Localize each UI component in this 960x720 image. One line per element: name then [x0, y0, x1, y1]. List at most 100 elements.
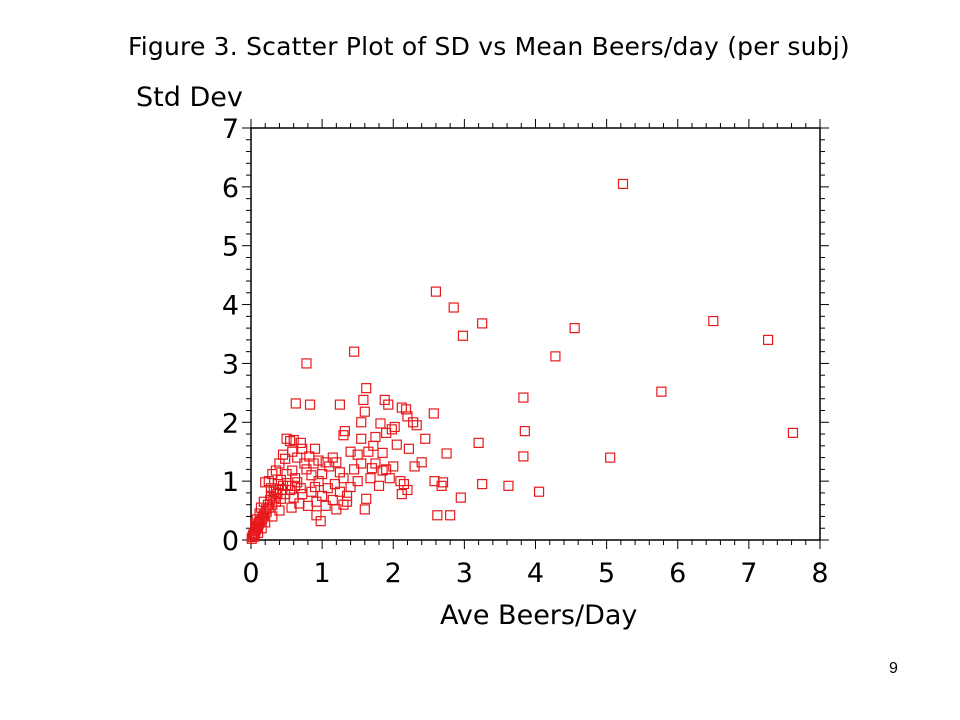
- scatter-point: [294, 498, 305, 509]
- scatter-point: [708, 315, 719, 327]
- y-tick-label: 2: [222, 408, 239, 439]
- scatter-point: [361, 493, 372, 504]
- scatter-point: [477, 478, 488, 490]
- scatter-point: [290, 398, 301, 409]
- scatter-point: [441, 448, 452, 459]
- scatter-point: [349, 346, 360, 357]
- scatter-point: [389, 421, 400, 433]
- scatter-point: [309, 481, 321, 493]
- scatter-point: [287, 446, 298, 457]
- scatter-point: [295, 437, 306, 448]
- y-tick-label: 7: [222, 114, 239, 145]
- scatter-point: [285, 436, 296, 447]
- plot-frame: [250, 127, 821, 541]
- scatter-point: [617, 178, 629, 190]
- x-tick-label: 0: [242, 558, 259, 589]
- scatter-point: [477, 318, 488, 329]
- scatter-point: [411, 420, 422, 431]
- scatter-point: [289, 480, 301, 491]
- scatter-point: [317, 490, 328, 501]
- y-tick-label: 6: [222, 173, 239, 204]
- scatter-point: [274, 458, 285, 469]
- scatter-point: [358, 394, 369, 406]
- scatter-point: [302, 500, 313, 511]
- y-tick-label: 3: [222, 349, 239, 380]
- scatter-point: [550, 351, 561, 362]
- scatter-point: [274, 505, 285, 516]
- y-tick-label: 1: [222, 467, 239, 498]
- scatter-point: [368, 440, 379, 451]
- scatter-point: [313, 476, 324, 487]
- scatter-point: [365, 473, 376, 484]
- chart-title: Figure 3. Scatter Plot of SD vs Mean Bee…: [128, 32, 850, 61]
- scatter-point: [301, 358, 312, 369]
- scatter-point: [519, 426, 530, 437]
- scatter-point: [317, 468, 328, 480]
- scatter-point: [281, 468, 292, 480]
- scatter-point: [334, 467, 346, 478]
- scatter-point: [334, 399, 346, 410]
- scatter-point: [569, 323, 580, 334]
- scatter-point: [341, 496, 353, 507]
- scatter-point: [334, 486, 346, 497]
- page-number: 9: [889, 660, 898, 677]
- scatter-point: [267, 468, 278, 480]
- scatter-point: [383, 399, 394, 410]
- scatter-point: [356, 433, 367, 444]
- scatter-point: [375, 418, 386, 429]
- scatter-point: [311, 496, 322, 507]
- scatter-point: [473, 437, 484, 448]
- scatter-point: [327, 452, 338, 463]
- scatter-point: [656, 386, 667, 397]
- scatter-point: [366, 463, 378, 474]
- scatter-point: [338, 473, 349, 484]
- scatter-point: [457, 330, 469, 341]
- scatter-point: [313, 455, 324, 466]
- scatter-point: [304, 399, 316, 410]
- scatter-point: [448, 302, 459, 313]
- scatter-point: [260, 477, 271, 488]
- scatter-point: [409, 461, 420, 472]
- y-axis: 0 1 2 3 4 5 6 7: [222, 114, 829, 557]
- x-tick-label: 8: [811, 558, 828, 589]
- y-tick-label: 4: [222, 291, 239, 322]
- scatter-point: [377, 465, 388, 476]
- scatter-point: [408, 417, 419, 428]
- x-tick-label: 5: [598, 558, 615, 589]
- scatter-point: [430, 286, 442, 297]
- y-axis-label: Std Dev: [136, 82, 243, 113]
- scatter-point: [787, 427, 799, 438]
- x-tick-label: 1: [314, 558, 331, 589]
- scatter-point: [370, 431, 381, 443]
- scatter-point: [345, 481, 356, 493]
- scatter-point: [327, 494, 338, 506]
- scatter-point: [250, 518, 261, 529]
- x-tick-label: 7: [740, 558, 757, 589]
- scatter-point: [432, 510, 443, 521]
- scatter-point: [381, 427, 392, 438]
- scatter-point: [388, 461, 399, 472]
- scatter-point: [400, 404, 412, 415]
- scatter-point: [445, 510, 456, 521]
- scatter-point: [352, 476, 363, 487]
- scatter-point: [605, 452, 616, 463]
- scatter-point: [345, 446, 356, 457]
- scatter-point: [403, 443, 414, 454]
- scatter-point: [265, 490, 277, 501]
- scatter-point: [428, 408, 439, 419]
- scatter-point: [295, 483, 306, 494]
- scatter-point: [322, 483, 333, 494]
- x-tick-label: 4: [527, 558, 544, 589]
- scatter-point: [398, 478, 410, 490]
- scatter-point: [429, 476, 440, 487]
- scatter-point: [267, 511, 278, 522]
- scatter-point: [518, 451, 529, 462]
- x-tick-label: 6: [669, 558, 686, 589]
- scatter-point: [269, 492, 280, 503]
- scatter-point: [402, 411, 413, 422]
- scatter-point: [297, 443, 308, 454]
- data-points: [246, 178, 799, 544]
- scatter-point: [396, 488, 407, 500]
- scatter-point: [395, 476, 406, 487]
- x-axis: 0 1 2 3 4 5 6 7 8: [242, 119, 829, 589]
